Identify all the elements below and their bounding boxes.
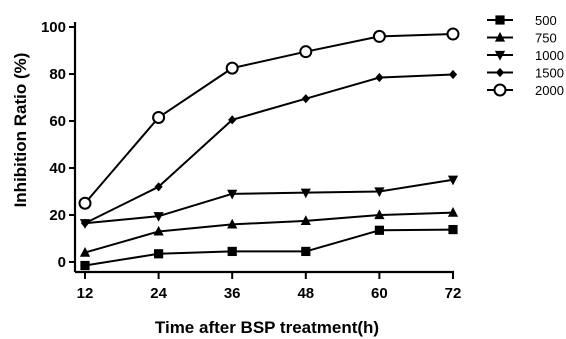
data-point-500: [301, 246, 311, 257]
data-point-500: [448, 224, 458, 235]
x-tick-label: 72: [445, 285, 462, 302]
legend-marker: [494, 31, 506, 42]
data-point-750: [79, 247, 91, 257]
data-point-750: [300, 215, 311, 225]
data-point-750: [153, 225, 164, 236]
data-point-1000: [447, 175, 459, 186]
data-point-1500: [375, 72, 384, 83]
data-point-750: [447, 207, 459, 217]
legend-label: 750: [535, 31, 557, 46]
data-point-750: [227, 218, 238, 229]
y-tick-label: 20: [49, 207, 66, 224]
data-point-1500: [301, 94, 310, 104]
legend-label: 1000: [535, 48, 564, 63]
legend: 500 750 1000 1500 2000: [487, 13, 564, 98]
legend-marker: [493, 83, 507, 97]
data-point-2000: [152, 110, 166, 124]
plot-area: [78, 27, 460, 271]
y-tick-label: 0: [58, 254, 66, 271]
y-tick-label: 60: [49, 113, 66, 130]
data-point-1500: [154, 182, 163, 192]
data-point-1000: [300, 188, 311, 199]
legend-item-2000: 2000: [487, 83, 564, 98]
legend-marker: [495, 67, 505, 78]
series-750: [79, 207, 459, 257]
data-point-1000: [153, 212, 164, 222]
data-point-2000: [446, 27, 460, 41]
data-point-500: [80, 260, 90, 271]
axes: 0 20 40 60 80 100 12 24 36 48 60 72: [41, 19, 461, 302]
data-point-2000: [299, 45, 313, 59]
data-point-1000: [374, 187, 385, 198]
legend-label: 2000: [535, 83, 564, 98]
data-point-1500: [228, 115, 237, 125]
data-point-500: [374, 225, 384, 235]
legend-marker: [495, 15, 505, 25]
data-point-750: [374, 209, 385, 220]
series-line-1000: [84, 178, 454, 225]
x-axis-title: Time after BSP treatment(h): [155, 318, 379, 337]
x-tick-label: 24: [150, 285, 167, 302]
series-1500: [80, 69, 458, 228]
series-line-2000: [84, 33, 454, 204]
series-1000: [79, 175, 459, 229]
x-tick-label: 12: [77, 285, 94, 302]
data-point-500: [227, 246, 237, 257]
legend-marker: [494, 50, 506, 61]
legend-item-1500: 1500: [487, 66, 564, 81]
y-tick-label: 100: [41, 19, 66, 36]
y-tick-label: 80: [49, 66, 66, 83]
series-line-750: [84, 211, 454, 254]
x-tick-label: 36: [224, 285, 241, 302]
x-tick-label: 60: [371, 285, 388, 302]
series-line-1500: [84, 73, 454, 225]
legend-item-1000: 1000: [487, 48, 564, 63]
legend-label: 1500: [535, 66, 564, 81]
data-point-2000: [225, 61, 239, 75]
legend-item-750: 750: [487, 31, 557, 46]
data-point-1500: [448, 69, 458, 80]
series-2000: [78, 27, 460, 210]
data-point-500: [154, 249, 164, 259]
data-point-1000: [227, 189, 238, 200]
series-500: [80, 224, 458, 271]
series-line-500: [84, 228, 454, 267]
y-axis-title: Inhibition Ratio (%): [11, 53, 30, 208]
data-point-2000: [78, 196, 92, 210]
data-point-2000: [372, 29, 386, 43]
legend-item-500: 500: [487, 13, 557, 28]
legend-label: 500: [535, 13, 557, 28]
y-tick-label: 40: [49, 160, 66, 177]
data-point-1500: [80, 218, 90, 228]
x-tick-label: 48: [297, 285, 314, 302]
